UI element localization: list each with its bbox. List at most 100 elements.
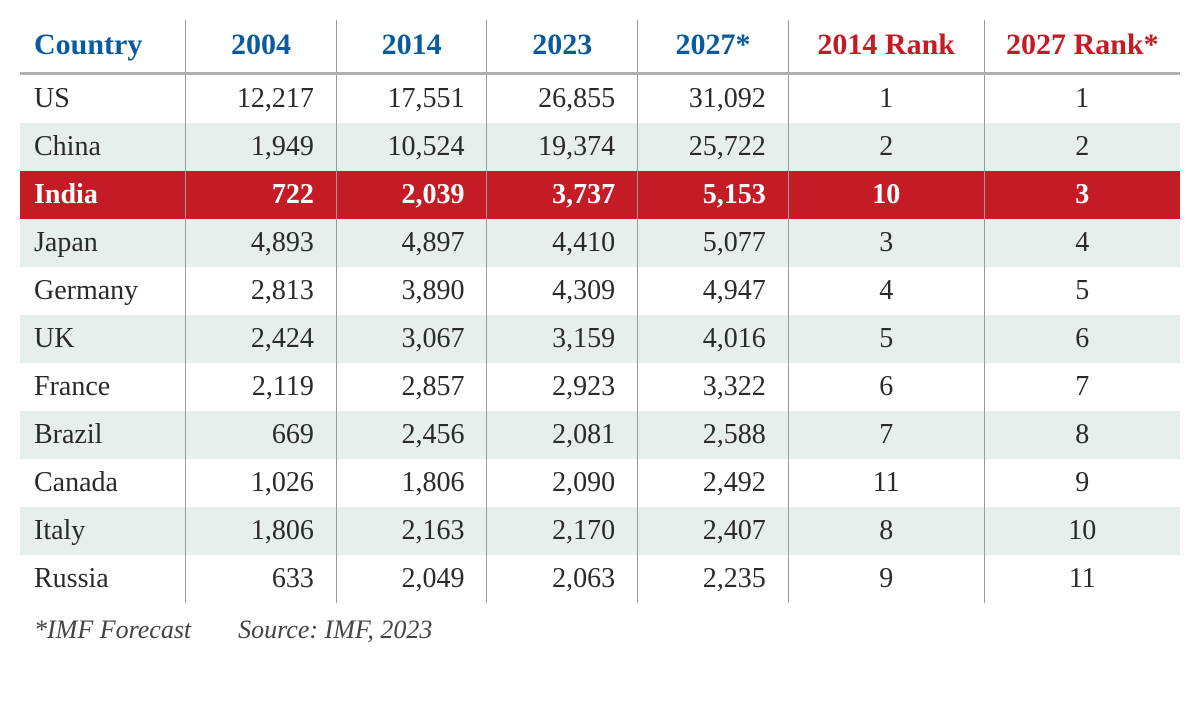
table-row: Japan4,8934,8974,4105,07734 [20, 219, 1180, 267]
cell-y2023: 4,309 [487, 267, 638, 315]
cell-y2004: 1,026 [186, 459, 337, 507]
table-head: Country2004201420232027*2014 Rank2027 Ra… [20, 20, 1180, 74]
cell-y2014: 2,039 [336, 171, 487, 219]
cell-country: Canada [20, 459, 186, 507]
cell-y2014: 10,524 [336, 123, 487, 171]
cell-y2004: 1,806 [186, 507, 337, 555]
cell-y2023: 2,090 [487, 459, 638, 507]
cell-rank2027: 2 [984, 123, 1180, 171]
cell-rank2027: 3 [984, 171, 1180, 219]
cell-y2027: 31,092 [638, 74, 789, 124]
cell-rank2027: 5 [984, 267, 1180, 315]
cell-country: Japan [20, 219, 186, 267]
cell-rank2027: 10 [984, 507, 1180, 555]
cell-y2023: 3,159 [487, 315, 638, 363]
cell-y2023: 3,737 [487, 171, 638, 219]
cell-y2023: 2,170 [487, 507, 638, 555]
source-note: Source: IMF, 2023 [238, 615, 432, 644]
cell-y2027: 3,322 [638, 363, 789, 411]
cell-y2027: 4,947 [638, 267, 789, 315]
cell-y2023: 26,855 [487, 74, 638, 124]
cell-y2027: 2,235 [638, 555, 789, 603]
cell-rank2027: 1 [984, 74, 1180, 124]
cell-y2004: 12,217 [186, 74, 337, 124]
cell-y2023: 2,063 [487, 555, 638, 603]
cell-y2014: 3,067 [336, 315, 487, 363]
cell-y2014: 4,897 [336, 219, 487, 267]
cell-y2023: 19,374 [487, 123, 638, 171]
col-header-y2014: 2014 [336, 20, 487, 74]
cell-y2004: 4,893 [186, 219, 337, 267]
cell-y2014: 2,857 [336, 363, 487, 411]
table-row: US12,21717,55126,85531,09211 [20, 74, 1180, 124]
cell-country: China [20, 123, 186, 171]
cell-y2004: 722 [186, 171, 337, 219]
cell-country: Germany [20, 267, 186, 315]
col-header-y2023: 2023 [487, 20, 638, 74]
cell-y2027: 5,153 [638, 171, 789, 219]
cell-y2027: 5,077 [638, 219, 789, 267]
cell-country: Russia [20, 555, 186, 603]
table-row: Germany2,8133,8904,3094,94745 [20, 267, 1180, 315]
table-row: UK2,4243,0673,1594,01656 [20, 315, 1180, 363]
cell-y2004: 1,949 [186, 123, 337, 171]
cell-rank2014: 2 [788, 123, 984, 171]
col-header-y2027: 2027* [638, 20, 789, 74]
cell-y2014: 1,806 [336, 459, 487, 507]
cell-rank2014: 6 [788, 363, 984, 411]
cell-y2014: 3,890 [336, 267, 487, 315]
gdp-rank-table-container: Country2004201420232027*2014 Rank2027 Ra… [20, 20, 1180, 645]
table-row: France2,1192,8572,9233,32267 [20, 363, 1180, 411]
cell-rank2014: 3 [788, 219, 984, 267]
cell-country: Brazil [20, 411, 186, 459]
cell-rank2014: 5 [788, 315, 984, 363]
col-header-y2004: 2004 [186, 20, 337, 74]
cell-country: Italy [20, 507, 186, 555]
cell-rank2027: 4 [984, 219, 1180, 267]
table-row: Brazil6692,4562,0812,58878 [20, 411, 1180, 459]
table-row: China1,94910,52419,37425,72222 [20, 123, 1180, 171]
cell-y2014: 2,049 [336, 555, 487, 603]
table-row: Russia6332,0492,0632,235911 [20, 555, 1180, 603]
gdp-rank-table: Country2004201420232027*2014 Rank2027 Ra… [20, 20, 1180, 603]
cell-y2027: 2,588 [638, 411, 789, 459]
table-body: US12,21717,55126,85531,09211China1,94910… [20, 74, 1180, 604]
cell-y2004: 669 [186, 411, 337, 459]
cell-country: France [20, 363, 186, 411]
cell-country: UK [20, 315, 186, 363]
cell-rank2014: 4 [788, 267, 984, 315]
cell-y2014: 17,551 [336, 74, 487, 124]
table-row: Canada1,0261,8062,0902,492119 [20, 459, 1180, 507]
table-row: India7222,0393,7375,153103 [20, 171, 1180, 219]
header-row: Country2004201420232027*2014 Rank2027 Ra… [20, 20, 1180, 74]
table-row: Italy1,8062,1632,1702,407810 [20, 507, 1180, 555]
cell-rank2014: 1 [788, 74, 984, 124]
cell-y2004: 2,424 [186, 315, 337, 363]
col-header-country: Country [20, 20, 186, 74]
cell-rank2027: 9 [984, 459, 1180, 507]
cell-y2004: 2,119 [186, 363, 337, 411]
cell-country: US [20, 74, 186, 124]
cell-y2014: 2,456 [336, 411, 487, 459]
cell-rank2014: 8 [788, 507, 984, 555]
cell-y2023: 2,081 [487, 411, 638, 459]
cell-rank2014: 7 [788, 411, 984, 459]
cell-y2027: 2,407 [638, 507, 789, 555]
cell-y2027: 25,722 [638, 123, 789, 171]
cell-rank2027: 6 [984, 315, 1180, 363]
col-header-rank2014: 2014 Rank [788, 20, 984, 74]
cell-y2004: 633 [186, 555, 337, 603]
cell-y2023: 4,410 [487, 219, 638, 267]
cell-y2023: 2,923 [487, 363, 638, 411]
cell-y2027: 4,016 [638, 315, 789, 363]
footnote: *IMF Forecast Source: IMF, 2023 [20, 615, 1180, 645]
cell-rank2027: 11 [984, 555, 1180, 603]
cell-rank2014: 11 [788, 459, 984, 507]
cell-y2027: 2,492 [638, 459, 789, 507]
forecast-note: *IMF Forecast [34, 615, 191, 644]
cell-y2014: 2,163 [336, 507, 487, 555]
cell-rank2027: 7 [984, 363, 1180, 411]
cell-y2004: 2,813 [186, 267, 337, 315]
cell-rank2014: 10 [788, 171, 984, 219]
col-header-rank2027: 2027 Rank* [984, 20, 1180, 74]
